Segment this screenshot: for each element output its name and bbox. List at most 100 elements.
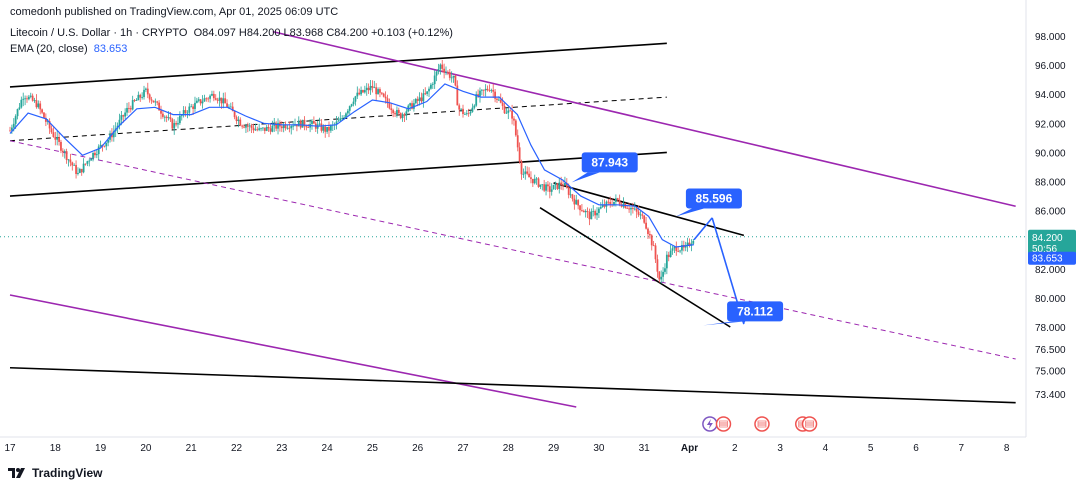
candle-body: [54, 136, 57, 140]
candle-body: [16, 109, 19, 117]
candle-body: [641, 214, 644, 216]
candle-body: [10, 127, 13, 131]
candle-body: [175, 123, 177, 125]
candle-body: [560, 182, 563, 185]
candle-body: [112, 131, 115, 138]
candle-body: [241, 125, 244, 127]
candle-body: [397, 109, 400, 114]
candle-body: [573, 198, 576, 205]
candle-body: [328, 126, 330, 131]
candle-body: [345, 113, 347, 118]
candle-body: [148, 94, 151, 100]
candle-body: [184, 110, 187, 113]
candle-body: [431, 84, 434, 85]
candle-body: [214, 98, 217, 100]
candle-body: [354, 96, 357, 102]
candle-body: [67, 159, 70, 161]
candle-body: [443, 68, 446, 73]
candle-body: [516, 135, 519, 148]
candle-body: [190, 106, 193, 108]
price-tick-label: 92.000: [1035, 119, 1066, 130]
candle-body: [379, 89, 381, 93]
time-tick-label: 22: [231, 443, 243, 454]
candle-body: [80, 168, 83, 173]
candle-body: [562, 184, 564, 186]
candle-body: [27, 96, 30, 100]
candle-body: [18, 107, 21, 110]
candle-body: [44, 117, 47, 122]
candle-body: [626, 208, 629, 209]
candle-body: [335, 121, 338, 125]
candle-body: [430, 84, 432, 89]
candle-body: [58, 137, 60, 142]
candle-body: [490, 89, 493, 91]
candle-body: [252, 127, 255, 131]
candle-body: [77, 172, 79, 174]
candle-body: [392, 110, 395, 114]
candle-body: [450, 77, 453, 79]
time-tick-label: 4: [823, 443, 829, 454]
symbol-legend[interactable]: Litecoin / U.S. Dollar · 1h · CRYPTO O84…: [10, 27, 453, 39]
candle-body: [445, 71, 447, 73]
candle-body: [639, 214, 642, 216]
candle-body: [628, 208, 630, 210]
candle-body: [590, 211, 593, 220]
candle-body: [558, 182, 561, 189]
candle-body: [78, 168, 81, 173]
event-markers: [702, 416, 818, 432]
candle-body: [128, 107, 130, 109]
tradingview-logo[interactable]: TradingView: [8, 466, 102, 480]
candle-body: [503, 105, 506, 114]
candle-body: [186, 112, 189, 114]
candle-body: [48, 121, 51, 129]
time-tick-label: 29: [548, 443, 560, 454]
candle-body: [239, 119, 242, 126]
candle-body: [137, 94, 140, 101]
candle-body: [535, 178, 538, 180]
candle-body: [456, 85, 459, 106]
time-tick-label: 18: [50, 443, 62, 454]
candle-body: [263, 127, 266, 131]
candle-body: [426, 91, 429, 94]
candle-body: [382, 93, 385, 97]
time-axis[interactable]: 17 18 19 20 21 22 23 24 25 26 27 28 29 30 31 Apr 2 3 4 5 6 7 8: [4, 443, 1009, 454]
candle-body: [448, 72, 451, 78]
candle-body: [105, 142, 108, 147]
candle-body: [637, 211, 640, 215]
us-flag-icon: [805, 420, 814, 428]
candle-body: [129, 108, 132, 110]
ema-legend[interactable]: EMA (20, close) 83.653: [10, 43, 127, 55]
candle-body: [161, 113, 164, 117]
candle-body: [97, 146, 100, 155]
candle-body: [473, 105, 476, 108]
candle-body: [275, 123, 278, 129]
candle-body: [365, 87, 368, 91]
candle-body: [416, 99, 419, 101]
candle-body: [254, 129, 257, 131]
candle-body: [609, 202, 612, 205]
candle-body: [122, 115, 125, 117]
candle-body: [647, 228, 649, 234]
candle-body: [645, 222, 647, 229]
candle-body: [582, 210, 585, 213]
candle-body: [511, 110, 513, 119]
candle-body: [467, 113, 470, 115]
candle-body: [514, 120, 517, 136]
candle-body: [250, 125, 253, 128]
candle-body: [656, 259, 659, 272]
candle-body: [452, 75, 455, 78]
time-tick-label: 24: [322, 443, 334, 454]
candle-body: [494, 91, 496, 99]
candle-body: [499, 99, 502, 103]
price-axis[interactable]: 98.000 96.000 94.000 92.000 90.000 88.000 86.0…: [1028, 32, 1076, 401]
candle-body: [182, 110, 185, 116]
candle-body: [513, 118, 515, 121]
candle-body: [428, 88, 430, 92]
candle-body: [43, 112, 45, 118]
candle-body: [599, 206, 602, 209]
candle-body: [29, 95, 32, 97]
time-tick-label: 17: [4, 443, 16, 454]
candle-body: [411, 103, 413, 109]
candle-body: [480, 89, 483, 91]
